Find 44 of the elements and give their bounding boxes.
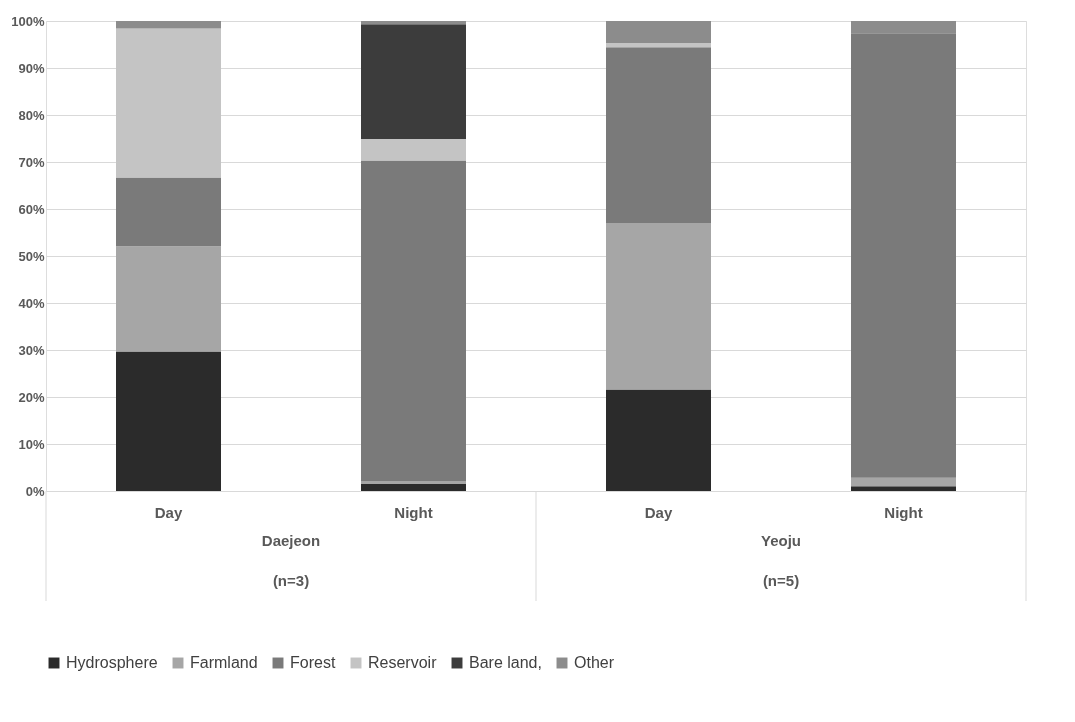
x-tick-label: Night — [394, 503, 433, 521]
legend-label: Forest — [290, 654, 336, 671]
legend-label: Reservoir — [368, 654, 438, 671]
bar — [851, 486, 956, 491]
y-tick-label: 90% — [18, 60, 45, 76]
text: Yeoju — [760, 532, 802, 549]
bar — [116, 21, 221, 29]
x-tick-label: Day — [154, 503, 183, 521]
y-tick-label: 60% — [18, 201, 45, 217]
x-tick-label: Night — [884, 503, 923, 521]
bar — [116, 28, 221, 178]
bar — [851, 477, 956, 487]
bar — [606, 43, 711, 48]
bar — [606, 223, 711, 390]
bar — [361, 160, 466, 482]
y-tick-label: 100% — [11, 13, 45, 29]
text: Daejeon — [261, 532, 321, 549]
bar — [116, 177, 221, 247]
y-tick-label: 70% — [18, 154, 45, 170]
bar — [851, 33, 956, 478]
x-tick-label: Day — [644, 503, 673, 521]
bar — [606, 47, 711, 224]
bar — [116, 351, 221, 491]
bar — [851, 21, 956, 34]
y-tick-label: 0% — [25, 483, 45, 499]
legend-label: Hydrosphere — [66, 654, 158, 671]
bar — [116, 246, 221, 352]
bar — [606, 21, 711, 44]
legend-label: Other — [574, 654, 615, 671]
y-tick-label: 10% — [18, 436, 45, 452]
legend-label: Farmland — [190, 654, 258, 671]
text: (n=3) — [272, 572, 310, 589]
legend-label: Bare land, — [469, 654, 542, 671]
bar — [361, 24, 466, 139]
y-tick-label: 20% — [18, 389, 45, 405]
y-tick-label: 80% — [18, 107, 45, 123]
y-tick-label: 30% — [18, 342, 45, 358]
bar — [361, 483, 466, 491]
bar — [361, 21, 466, 25]
text: (n=5) — [762, 572, 800, 589]
y-tick-label: 50% — [18, 248, 45, 264]
bar — [606, 389, 711, 491]
y-tick-label: 40% — [18, 295, 45, 311]
bar — [361, 138, 466, 161]
